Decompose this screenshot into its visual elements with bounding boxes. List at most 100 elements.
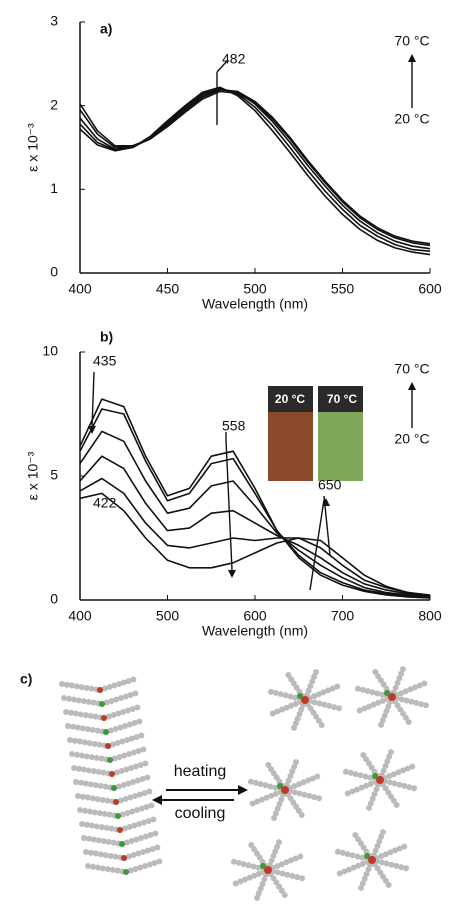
molecule-chain xyxy=(79,821,123,833)
molecule-chain xyxy=(265,838,283,873)
x-tick-label: 450 xyxy=(156,281,180,297)
molecule-chain xyxy=(389,694,413,727)
line-series xyxy=(79,88,431,250)
molecule-chain xyxy=(369,828,387,863)
molecule-chain xyxy=(365,777,383,812)
molecule-core xyxy=(119,841,125,847)
molecule-core xyxy=(376,776,384,784)
molecule-chain xyxy=(67,737,111,749)
molecule-chain xyxy=(282,758,300,793)
annotation-line xyxy=(309,499,325,591)
molecule-chain xyxy=(117,815,161,833)
annotation: 20 °C xyxy=(394,111,429,127)
molecule-chain xyxy=(377,777,420,792)
line-series xyxy=(79,408,431,599)
molecule-chain xyxy=(103,717,147,735)
annotation: 20 °C xyxy=(394,431,429,447)
molecule-chain xyxy=(253,867,271,902)
panel-label: a) xyxy=(100,21,112,37)
molecule-chain xyxy=(77,807,121,819)
annotation: 70 °C xyxy=(394,33,429,49)
molecule-chain xyxy=(377,748,395,783)
molecule-core xyxy=(99,701,105,707)
x-tick-label: 700 xyxy=(331,608,355,624)
molecule-chain xyxy=(265,853,305,873)
molecule-core xyxy=(368,856,376,864)
molecule-chain xyxy=(282,773,322,793)
arrow-head xyxy=(408,382,416,390)
line-series xyxy=(79,90,431,247)
annotation-line xyxy=(225,439,233,571)
molecule-chain xyxy=(355,694,395,714)
arrow-head xyxy=(88,426,96,434)
molecule-chain xyxy=(71,765,115,777)
molecule-chain xyxy=(389,680,429,700)
molecule-chain xyxy=(123,857,167,875)
annotation-line xyxy=(91,371,95,429)
x-tick-label: 400 xyxy=(68,281,92,297)
molecule-core xyxy=(384,690,390,696)
panel-label: c) xyxy=(20,671,32,687)
annotation: 422 xyxy=(93,495,117,511)
y-tick-label: 0 xyxy=(50,591,58,607)
molecule-core xyxy=(117,827,123,833)
arrow-head xyxy=(228,570,236,578)
annotation: 482 xyxy=(222,51,246,67)
y-tick-label: 0 xyxy=(50,264,58,280)
molecule-core xyxy=(105,743,111,749)
x-tick-label: 800 xyxy=(418,608,442,624)
arrow xyxy=(238,785,248,795)
molecule-core xyxy=(264,866,272,874)
molecule-chain xyxy=(85,863,129,875)
x-tick-label: 550 xyxy=(331,281,355,297)
molecule-core xyxy=(111,785,117,791)
line-series xyxy=(79,430,431,598)
molecule-core xyxy=(388,693,396,701)
molecule-chain xyxy=(282,787,325,802)
molecule-chain xyxy=(75,793,119,805)
inset-cap xyxy=(268,386,313,412)
x-tick-label: 600 xyxy=(243,608,267,624)
molecule-core xyxy=(123,869,129,875)
arrow-label: cooling xyxy=(175,805,226,822)
molecule-chain xyxy=(270,787,288,822)
molecule-chain xyxy=(389,665,407,700)
line-series xyxy=(79,398,431,599)
molecule-chain xyxy=(73,779,117,791)
y-tick-label: 10 xyxy=(42,343,58,359)
molecule-core xyxy=(277,783,283,789)
molecule-chain xyxy=(377,694,395,729)
molecule-chain xyxy=(105,731,149,749)
molecule-chain xyxy=(107,745,151,763)
molecule-chain xyxy=(59,681,103,693)
molecule-chain xyxy=(369,857,393,890)
molecule-chain xyxy=(302,683,342,703)
x-tick-label: 500 xyxy=(243,281,267,297)
molecule-chain xyxy=(302,697,326,730)
line-series xyxy=(79,492,431,596)
molecule-chain xyxy=(109,759,153,777)
molecule-core xyxy=(113,799,119,805)
molecule-chain xyxy=(121,843,165,861)
annotation-line xyxy=(216,59,229,73)
molecule-core xyxy=(115,813,121,819)
molecule-core xyxy=(97,687,103,693)
molecule-chain xyxy=(343,777,383,797)
molecule-chain xyxy=(101,703,145,721)
molecule-chain xyxy=(357,857,375,892)
molecule-chain xyxy=(302,697,345,712)
arrow-head xyxy=(322,498,330,506)
molecule-core xyxy=(260,863,266,869)
molecule-core xyxy=(109,771,115,777)
molecule-core xyxy=(364,853,370,859)
molecule-chain xyxy=(389,694,432,709)
y-tick-label: 1 xyxy=(50,180,58,196)
molecule-chain xyxy=(111,773,155,791)
molecule-chain xyxy=(231,867,271,887)
molecule-chain xyxy=(369,857,412,872)
arrow-head xyxy=(408,54,416,62)
annotation: b) xyxy=(100,329,113,345)
molecule-chain xyxy=(115,801,159,819)
x-axis-label: Wavelength (nm) xyxy=(202,623,308,639)
